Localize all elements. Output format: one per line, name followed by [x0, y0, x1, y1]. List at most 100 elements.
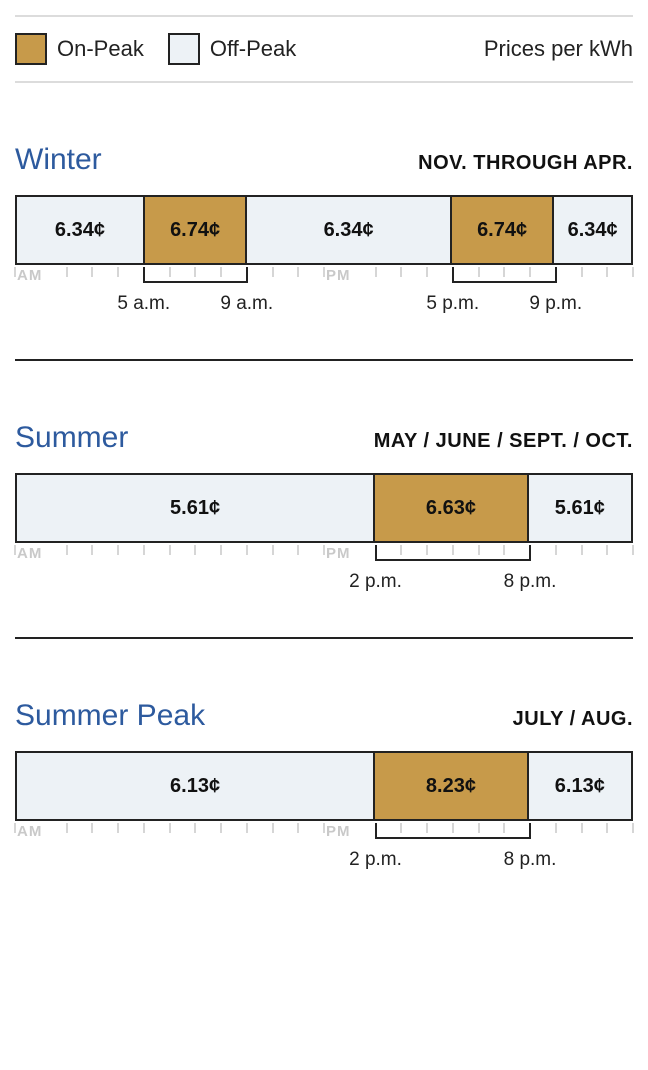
tick-minor: [66, 545, 68, 555]
legend-on-peak-label: On-Peak: [57, 36, 144, 62]
tick-minor: [323, 267, 325, 277]
tick-minor: [117, 823, 119, 833]
am-label: AM: [17, 823, 46, 840]
season-title: Summer: [15, 421, 128, 455]
season-range: JULY / AUG.: [513, 708, 633, 731]
hour-label: 8 p.m.: [504, 571, 557, 593]
tick-row: AM PM: [15, 823, 633, 843]
legend-off-peak-label: Off-Peak: [210, 36, 296, 62]
tick-minor: [220, 267, 222, 277]
bot-rule: [15, 81, 633, 83]
tick-minor: [323, 823, 325, 833]
segment-on-peak: 6.74¢: [452, 197, 554, 263]
top-rule: [15, 15, 633, 17]
tick-minor: [272, 267, 274, 277]
section-divider: [15, 359, 633, 361]
tick-minor: [503, 267, 505, 277]
season-header: Winter NOV. THROUGH APR.: [15, 143, 633, 177]
tick-minor: [581, 267, 583, 277]
tick-bracket: [453, 281, 556, 283]
tick-minor: [426, 823, 428, 833]
hour-labels: 2 p.m. 8 p.m.: [15, 849, 633, 875]
tick-minor: [194, 267, 196, 277]
tick-minor: [400, 823, 402, 833]
tick-minor: [478, 823, 480, 833]
am-label: AM: [17, 267, 46, 284]
tick-minor: [503, 545, 505, 555]
tick-minor: [297, 545, 299, 555]
segment-off-peak: 6.34¢: [17, 197, 145, 263]
tick-minor: [143, 545, 145, 555]
tick-minor: [452, 545, 454, 555]
hour-label: 2 p.m.: [349, 571, 402, 593]
tick-minor: [91, 545, 93, 555]
segment-off-peak: 5.61¢: [17, 475, 375, 541]
season-range: NOV. THROUGH APR.: [418, 152, 633, 175]
unit-label: Prices per kWh: [484, 36, 633, 62]
tick-minor: [555, 823, 557, 833]
tick-minor: [246, 823, 248, 833]
tick-minor: [323, 545, 325, 555]
tick-minor: [529, 267, 531, 277]
season-title: Summer Peak: [15, 699, 205, 733]
segment-on-peak: 8.23¢: [375, 753, 529, 819]
segment-off-peak: 6.34¢: [247, 197, 452, 263]
season-header: Summer Peak JULY / AUG.: [15, 699, 633, 733]
segment-off-peak: 6.13¢: [17, 753, 375, 819]
tick-bracket: [144, 281, 247, 283]
legend-left: On-Peak Off-Peak: [15, 33, 320, 65]
tick-minor: [14, 545, 16, 555]
tick-minor: [246, 545, 248, 555]
tick-minor: [400, 267, 402, 277]
tick-minor: [606, 823, 608, 833]
tick-minor: [297, 823, 299, 833]
season-range: MAY / JUNE / SEPT. / OCT.: [374, 430, 633, 453]
tick-minor: [581, 823, 583, 833]
pm-label: PM: [326, 823, 355, 840]
tick-minor: [426, 545, 428, 555]
tick-minor: [66, 823, 68, 833]
tick-minor: [169, 545, 171, 555]
tick-minor: [220, 823, 222, 833]
pm-label: PM: [326, 267, 355, 284]
hour-label: 5 p.m.: [426, 293, 479, 315]
tick-minor: [14, 267, 16, 277]
season-header: Summer MAY / JUNE / SEPT. / OCT.: [15, 421, 633, 455]
section-divider: [15, 637, 633, 639]
tick-minor: [297, 267, 299, 277]
tick-minor: [478, 545, 480, 555]
tick-minor: [169, 823, 171, 833]
swatch-off-peak: [168, 33, 200, 65]
price-bar: 6.13¢8.23¢6.13¢: [15, 751, 633, 821]
tick-minor: [632, 267, 634, 277]
tick-minor: [478, 267, 480, 277]
hour-label: 2 p.m.: [349, 849, 402, 871]
tick-minor: [555, 545, 557, 555]
tick-minor: [375, 267, 377, 277]
hour-label: 8 p.m.: [504, 849, 557, 871]
hour-label: 9 a.m.: [220, 293, 273, 315]
tick-bracket: [376, 559, 531, 561]
tick-minor: [143, 823, 145, 833]
tick-minor: [194, 823, 196, 833]
segment-off-peak: 6.13¢: [529, 753, 631, 819]
season-summer: Summer MAY / JUNE / SEPT. / OCT. 5.61¢6.63…: [15, 421, 633, 597]
pm-label: PM: [326, 545, 355, 562]
segment-off-peak: 6.34¢: [554, 197, 631, 263]
tick-minor: [117, 545, 119, 555]
season-title: Winter: [15, 143, 102, 177]
hour-labels: 5 a.m.9 a.m.5 p.m.9 p.m.: [15, 293, 633, 319]
tick-row: AMPM: [15, 545, 633, 565]
season-summer-peak: Summer Peak JULY / AUG. 6.13¢8.23¢6.13¢ AM P…: [15, 699, 633, 875]
hour-labels: 2 p.m. 8 p.m.: [15, 571, 633, 597]
tick-minor: [606, 267, 608, 277]
tick-minor: [14, 823, 16, 833]
tick-row: AM PM: [15, 267, 633, 287]
tick-minor: [632, 545, 634, 555]
tick-minor: [220, 545, 222, 555]
tick-minor: [606, 545, 608, 555]
segment-on-peak: 6.63¢: [375, 475, 529, 541]
tick-minor: [117, 267, 119, 277]
price-bar: 6.34¢6.74¢6.34¢6.74¢6.34¢: [15, 195, 633, 265]
tick-minor: [66, 267, 68, 277]
